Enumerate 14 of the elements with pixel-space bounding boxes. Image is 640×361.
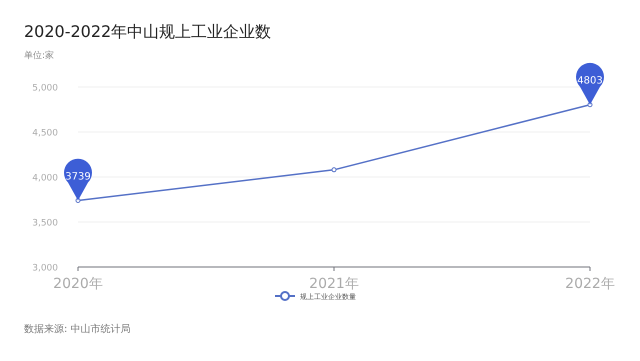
annotation: 3739 (65, 171, 91, 182)
y-tick-label: 4,500 (32, 128, 58, 138)
y-tick-label: 3,000 (32, 264, 58, 274)
point (332, 167, 336, 172)
x-tick-label: 2022年 (565, 276, 615, 292)
y-tick-label: 3,500 (32, 218, 58, 228)
y-axis-title: 单位:家 (24, 50, 54, 61)
annotation: 4803 (577, 76, 603, 87)
source-note: 数据来源: 中山市统计局 (24, 323, 131, 335)
chart-title: 2020-2022年中山规上工业企业数 (24, 22, 272, 41)
y-tick-label: 5,000 (32, 84, 58, 94)
x-tick-label: 2020年 (53, 276, 103, 292)
x-tick-label: 2021年 (309, 276, 359, 292)
y-tick-label: 4,000 (32, 174, 58, 184)
